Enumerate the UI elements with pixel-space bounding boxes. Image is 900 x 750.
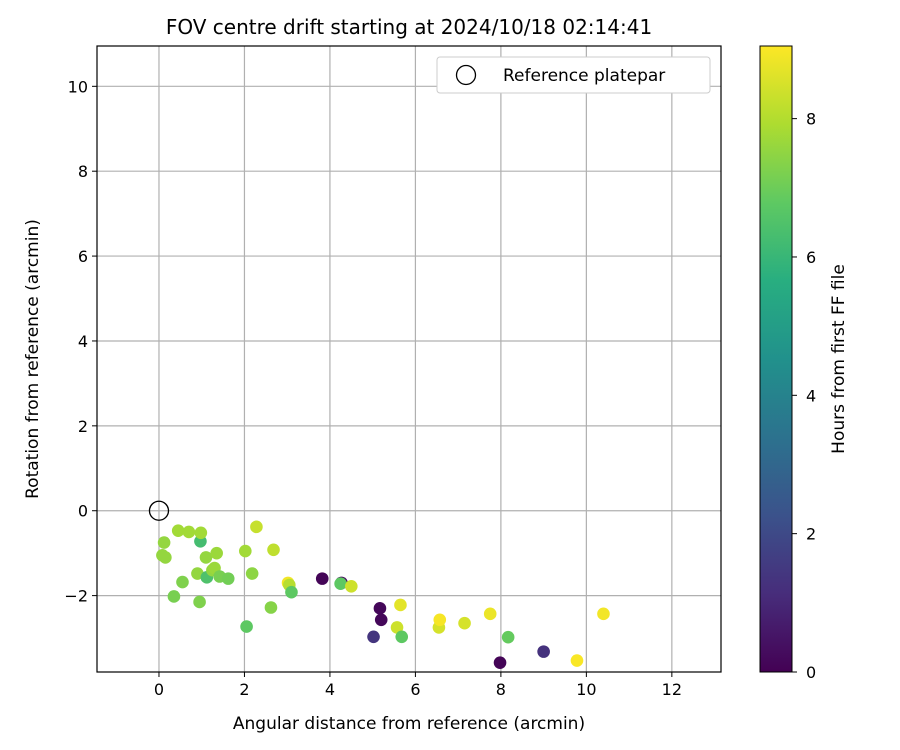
scatter-point (199, 551, 213, 564)
scatter-point (250, 520, 263, 534)
y-tick-label: 10 (68, 77, 88, 96)
scatter-point (264, 601, 278, 614)
scatter-point (194, 526, 208, 540)
y-tick-label: 2 (78, 417, 88, 436)
scatter-points (156, 520, 610, 669)
y-tick-label: 8 (78, 162, 88, 181)
scatter-point (159, 551, 172, 564)
colorbar-tick-label: 8 (806, 110, 816, 129)
scatter-point (210, 546, 223, 560)
x-tick-label: 6 (410, 680, 420, 699)
scatter-point (334, 577, 347, 591)
scatter-point (245, 567, 259, 580)
scatter-point (367, 630, 380, 644)
scatter-point (433, 613, 447, 627)
scatter-point (501, 630, 515, 644)
x-tick-label: 8 (496, 680, 506, 699)
x-tick-label: 10 (576, 680, 596, 699)
scatter-point (493, 656, 507, 669)
scatter-point (374, 613, 388, 627)
colorbar-tick-label: 0 (806, 663, 816, 682)
x-tick-label: 12 (662, 680, 682, 699)
x-axis-ticks: 0 2 4 6 8 10 12 (154, 672, 682, 699)
colorbar-ticks: 0 2 4 6 8 (792, 110, 816, 682)
scatter-point (221, 572, 235, 585)
scatter-point (285, 585, 298, 599)
colorbar-gradient (759, 45, 793, 673)
y-tick-label: 4 (78, 332, 88, 351)
y-tick-label: −2 (64, 587, 88, 606)
y-tick-label: 6 (78, 247, 88, 266)
y-axis-label: Rotation from reference (arcmin) (23, 219, 43, 499)
scatter-point (537, 645, 550, 658)
scatter-point (394, 598, 407, 612)
scatter-point (373, 602, 387, 615)
colorbar: 0 2 4 6 8 Hours from first FF file (759, 45, 849, 682)
scatter-point (390, 621, 404, 634)
legend-label: Reference platepar (503, 66, 665, 86)
colorbar-tick-label: 4 (806, 386, 816, 405)
scatter-point (182, 525, 196, 539)
colorbar-label: Hours from first FF file (829, 264, 849, 454)
scatter-point (171, 524, 185, 537)
plot-frame (96, 45, 722, 673)
scatter-point (395, 630, 409, 644)
scatter-point (458, 616, 471, 630)
y-axis-ticks: −2 0 2 4 6 8 10 (64, 77, 97, 606)
colorbar-tick-label: 6 (806, 248, 816, 267)
x-tick-label: 0 (154, 680, 164, 699)
scatter-point (597, 607, 610, 621)
scatter-point (193, 595, 206, 609)
legend: Reference platepar (436, 56, 711, 94)
legend-box (436, 56, 711, 94)
scatter-point (483, 607, 497, 621)
scatter-point (240, 620, 253, 633)
x-tick-label: 2 (239, 680, 249, 699)
scatter-point (345, 579, 358, 593)
reference-marker (148, 500, 170, 521)
scatter-point (239, 544, 252, 558)
grid-lines (97, 46, 721, 672)
reference-platepar-point (148, 500, 170, 521)
chart-title: FOV centre drift starting at 2024/10/18 … (166, 15, 652, 39)
x-tick-label: 4 (325, 680, 335, 699)
scatter-point (157, 536, 171, 549)
x-axis-label: Angular distance from reference (arcmin) (233, 714, 585, 734)
scatter-point (167, 590, 181, 603)
colorbar-tick-label: 2 (806, 525, 816, 544)
scatter-point (176, 575, 189, 589)
scatter-point (267, 543, 280, 557)
y-tick-label: 0 (78, 502, 88, 521)
scatter-point (315, 572, 329, 585)
legend-marker-circle (455, 64, 477, 86)
scatter-point (570, 654, 584, 667)
